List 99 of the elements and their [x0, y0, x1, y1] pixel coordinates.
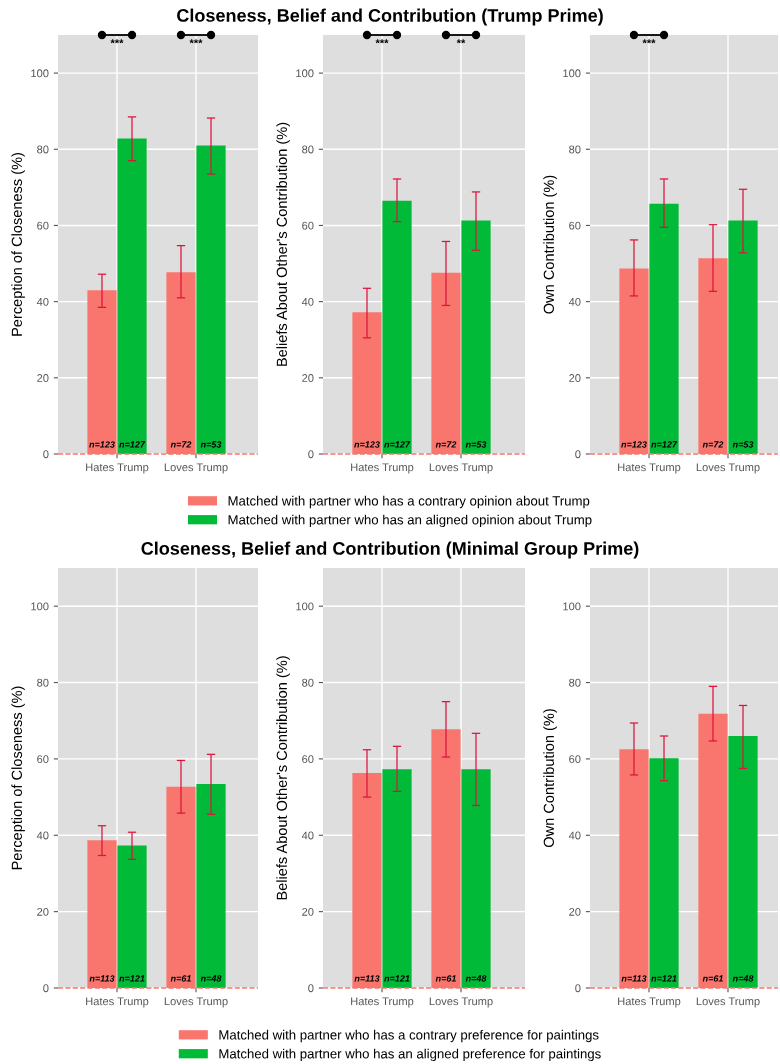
y-axis-title: Own Contribution (%) [543, 175, 557, 314]
x-tick-label: Loves Trump [696, 463, 760, 474]
x-tick-label: Loves Trump [164, 463, 228, 474]
annotation: n=123 [621, 441, 647, 448]
annotation: n=113 [89, 975, 115, 982]
y-tick-label: 0 [308, 984, 314, 993]
annotation: n=53 [200, 441, 222, 448]
annotation: *** [642, 39, 656, 44]
annotation: n=61 [435, 975, 456, 982]
annotation: n=48 [732, 975, 754, 982]
y-tick-label: 0 [43, 984, 49, 993]
y-tick-label: 100 [31, 69, 49, 78]
annotation: *** [110, 39, 124, 44]
y-tick-label: 40 [301, 831, 314, 840]
x-tick-label: Hates Trump [351, 997, 414, 1008]
y-tick-label: 100 [563, 69, 581, 78]
x-tick-label: Hates Trump [351, 463, 414, 474]
x-tick-label: Loves Trump [429, 463, 493, 474]
annotation: ** [456, 39, 466, 44]
annotation: n=123 [89, 441, 115, 448]
y-tick-label: 80 [302, 145, 314, 154]
y-axis-title: Own Contribution (%) [543, 709, 557, 848]
x-tick-label: Loves Trump [429, 997, 493, 1008]
bar [117, 138, 147, 454]
annotation: n=48 [200, 975, 222, 982]
y-tick-label: 100 [563, 602, 581, 611]
annotation: *** [189, 39, 203, 44]
y-axis-title: Perception of Closeness (%) [11, 686, 25, 870]
y-tick-label: 80 [569, 678, 581, 687]
y-tick-label: 80 [569, 145, 581, 154]
bar [196, 784, 226, 988]
y-axis-title: Perception of Closeness (%) [11, 153, 25, 336]
y-tick-label: 20 [37, 374, 49, 382]
annotation: n=61 [170, 975, 191, 982]
legend-label: Matched with partner who has an aligned preference for paintings [219, 1048, 601, 1062]
x-tick-label: Hates Trump [86, 463, 149, 474]
y-tick-label: 20 [569, 907, 581, 916]
y-tick-label: 60 [302, 221, 314, 230]
text: Closeness, Belief and Contribution (Minimal Group Prime) [141, 541, 639, 559]
y-tick-label: 40 [568, 297, 581, 306]
y-tick-label: 0 [575, 450, 581, 459]
bar [461, 769, 491, 988]
y-tick-label: 80 [302, 678, 314, 687]
y-tick-label: 20 [302, 907, 314, 916]
annotation: n=48 [465, 975, 487, 982]
y-tick-label: 20 [37, 907, 49, 916]
y-tick-label: 100 [296, 602, 314, 611]
y-tick-label: 60 [569, 221, 581, 230]
annotation: n=72 [435, 441, 457, 448]
y-tick-label: 40 [36, 297, 49, 306]
annotation: *** [375, 39, 389, 44]
bar [461, 220, 491, 454]
y-tick-label: 60 [302, 755, 314, 764]
y-tick-label: 100 [31, 602, 49, 611]
annotation: n=121 [384, 975, 410, 982]
y-tick-label: 20 [569, 374, 581, 382]
legend-label: Matched with partner who has an aligned opinion about Trump [228, 514, 592, 528]
annotation: n=72 [170, 441, 192, 448]
annotation: n=53 [732, 441, 754, 448]
y-tick-label: 40 [36, 831, 49, 840]
y-tick-label: 100 [296, 69, 314, 78]
y-tick-label: 40 [568, 831, 581, 840]
annotation: n=53 [465, 441, 487, 448]
bar [196, 145, 226, 454]
bar [728, 220, 758, 454]
bar [382, 769, 412, 988]
bar [117, 845, 147, 988]
annotation: n=61 [702, 975, 723, 982]
x-tick-label: Hates Trump [618, 463, 681, 474]
y-tick-label: 0 [308, 450, 314, 459]
x-tick-label: Hates Trump [86, 997, 149, 1008]
annotation: n=123 [354, 441, 380, 448]
legend-label: Matched with partner who has a contrary preference for paintings [219, 1029, 599, 1043]
y-axis-title: Beliefs About Other's Contribution (%) [276, 656, 290, 900]
annotation: n=127 [384, 441, 411, 448]
y-tick-label: 20 [302, 374, 314, 382]
annotation: n=121 [119, 975, 145, 982]
annotation: n=127 [119, 441, 146, 448]
y-tick-label: 60 [569, 755, 581, 764]
annotation: n=72 [702, 441, 724, 448]
bar [649, 203, 679, 454]
y-tick-label: 80 [37, 145, 49, 154]
annotation: n=121 [651, 975, 677, 982]
y-tick-label: 60 [37, 221, 49, 230]
x-tick-label: Loves Trump [164, 997, 228, 1008]
bar [382, 200, 412, 454]
annotation: n=113 [621, 975, 647, 982]
y-axis-title: Beliefs About Other's Contribution (%) [276, 122, 290, 366]
y-tick-label: 80 [37, 678, 49, 687]
annotation: n=127 [651, 441, 678, 448]
y-tick-label: 0 [43, 450, 49, 459]
x-tick-label: Hates Trump [618, 997, 681, 1008]
y-tick-label: 40 [301, 297, 314, 306]
legend-label: Matched with partner who has a contrary opinion about Trump [228, 495, 590, 509]
text: Closeness, Belief and Contribution (Trump Prime) [177, 8, 603, 26]
y-tick-label: 0 [575, 984, 581, 993]
x-tick-label: Loves Trump [696, 997, 760, 1008]
annotation: n=113 [354, 975, 380, 982]
y-tick-label: 60 [37, 755, 49, 764]
